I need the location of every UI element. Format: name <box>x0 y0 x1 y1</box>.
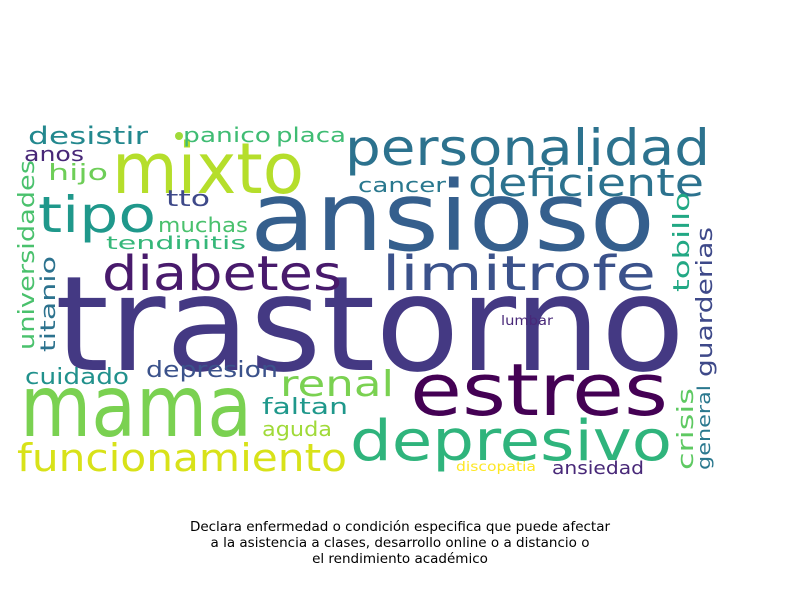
caption-line: el rendimiento académico <box>312 551 488 567</box>
cloud-word: tipo <box>38 186 156 244</box>
cloud-word: crisis <box>674 388 699 470</box>
cloud-word: cancer <box>358 173 447 197</box>
cloud-word: estres <box>410 348 668 432</box>
cloud-word: trastorno <box>55 248 685 402</box>
cloud-word: general <box>694 385 715 470</box>
cloud-word: depresivo <box>350 409 672 474</box>
caption-line: a la asistencia a clases, desarrollo onl… <box>210 535 590 551</box>
cloud-word: diabetes <box>102 246 342 302</box>
cloud-word: guarderias <box>693 227 718 377</box>
cloud-word: ansioso <box>250 161 655 273</box>
cloud-word: desistir <box>28 122 148 150</box>
cloud-word: aguda <box>262 417 332 441</box>
cloud-word: tto <box>166 187 210 212</box>
cloud-word: lumbar <box>501 314 554 329</box>
cloud-word: hijo <box>48 161 108 186</box>
cloud-word: muchas <box>158 213 248 237</box>
cloud-word: tobillo <box>670 192 695 292</box>
cloud-word: titanio <box>36 256 60 352</box>
cloud-word: depresion <box>146 358 278 383</box>
cloud-word: faltan <box>262 395 348 420</box>
cloud-word: universidades <box>15 160 40 350</box>
cloud-word: tendinitis <box>106 233 246 254</box>
cloud-word: discopatia <box>456 460 536 475</box>
cloud-word: placa <box>276 123 346 147</box>
caption-line: Declara enfermedad o condición especific… <box>189 519 611 535</box>
cloud-word: personalidad <box>345 119 710 177</box>
cloud-word: panico <box>183 123 271 147</box>
decorative-dot <box>450 178 458 186</box>
cloud-word: limitrofe <box>382 246 656 302</box>
cloud-word: renal <box>280 364 394 405</box>
cloud-word: deficiente <box>468 161 704 205</box>
cloud-word: ansiedad <box>552 458 644 479</box>
cloud-word: mixto <box>112 128 304 210</box>
cloud-word: anos <box>24 142 84 166</box>
figure-caption: Declara enfermedad o condición especific… <box>150 519 650 567</box>
cloud-word: mama <box>20 357 252 457</box>
decorative-dot <box>175 132 183 140</box>
cloud-word: funcionamiento <box>17 436 347 480</box>
cloud-word: cuidado <box>25 365 129 390</box>
